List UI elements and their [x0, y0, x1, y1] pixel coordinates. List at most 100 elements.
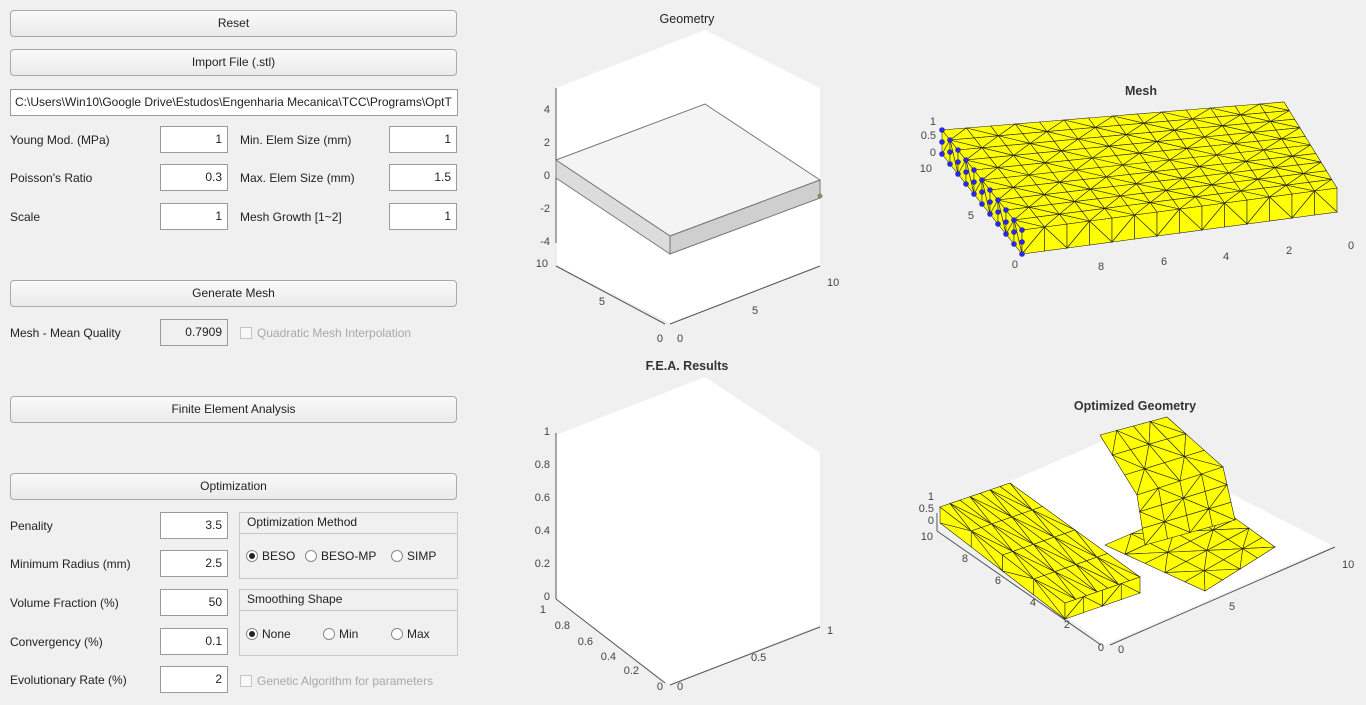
quadratic-mesh-checkbox[interactable]: Quadratic Mesh Interpolation [240, 326, 411, 340]
mesh-side-face [1224, 202, 1248, 228]
max-elem-size-input[interactable]: 1.5 [389, 164, 457, 191]
optimized-front-face [1033, 578, 1066, 620]
radio-simp[interactable]: SIMP [391, 549, 436, 563]
finite-element-analysis-button[interactable]: Finite Element Analysis [10, 396, 457, 423]
fea-results-plot[interactable]: F.E.A. Results 1 0.8 0.6 0.4 0.2 0 1 0.8… [520, 355, 850, 700]
genetic-algorithm-label: Genetic Algorithm for parameters [257, 674, 434, 688]
mesh-top-face [1104, 207, 1135, 219]
plate-corner-marker [817, 193, 823, 199]
x-tick-label: 0 [1348, 240, 1354, 252]
z-tick-label: 2 [544, 137, 550, 149]
optimization-button[interactable]: Optimization [10, 473, 457, 500]
mesh-side-face [1314, 190, 1338, 216]
mesh-growth-input[interactable]: 1 [389, 203, 457, 230]
mesh-title: Mesh [1125, 84, 1157, 98]
z-tick-label: 0.4 [535, 525, 550, 537]
x-tick-label: 2 [1286, 245, 1292, 257]
optimized-corner-face [1203, 568, 1242, 581]
file-path-field[interactable]: C:\Users\Win10\Google Drive\Estudos\Enge… [10, 89, 458, 116]
y-tick-label: 0 [1012, 259, 1018, 271]
minimum-radius-input[interactable]: 2.5 [160, 550, 228, 577]
boundary-node [1003, 207, 1009, 213]
radio-indicator [391, 628, 403, 640]
boundary-node [955, 159, 961, 165]
y-tick-label: 0.4 [601, 651, 616, 663]
min-elem-size-label: Min. Elem Size (mm) [240, 133, 352, 147]
y-tick-label: 1 [540, 604, 546, 616]
boundary-node [1019, 239, 1025, 245]
penality-input[interactable]: 3.5 [160, 512, 228, 539]
x-tick-label: 10 [1342, 559, 1354, 571]
radio-beso-label: BESO [262, 549, 296, 563]
boundary-node [947, 161, 953, 167]
reset-button[interactable]: Reset [10, 10, 457, 37]
optimized-arm-face [1208, 508, 1236, 527]
convergency-label: Convergency (%) [10, 635, 103, 649]
radio-min[interactable]: Min [323, 627, 358, 641]
boundary-node [987, 211, 993, 217]
generate-mesh-button[interactable]: Generate Mesh [10, 280, 457, 307]
radio-selected-indicator [246, 628, 258, 640]
mesh-side-face [1089, 220, 1113, 246]
boundary-node [939, 127, 945, 133]
volume-fraction-input[interactable]: 50 [160, 589, 228, 616]
evolutionary-rate-input[interactable]: 2 [160, 666, 228, 693]
boundary-node [963, 169, 969, 175]
genetic-algorithm-checkbox[interactable]: Genetic Algorithm for parameters [240, 674, 433, 688]
boundary-node [955, 147, 961, 153]
radio-none[interactable]: None [246, 627, 291, 641]
z-tick-label: 0.5 [921, 130, 936, 142]
boundary-node [1011, 217, 1017, 223]
radio-indicator [305, 550, 317, 562]
boundary-node [1011, 229, 1017, 235]
x-tick-label: 10 [827, 277, 839, 289]
boundary-node [971, 191, 977, 197]
z-tick-label: 0.8 [535, 459, 550, 471]
x-tick-label: 4 [1223, 251, 1229, 263]
mesh-surface [941, 101, 1338, 255]
z-tick-label: 0.2 [535, 558, 550, 570]
optimized-side-face [1083, 596, 1104, 613]
mesh-plot[interactable]: Mesh 1 0.5 0 10 5 0 8 6 4 2 0 [912, 80, 1362, 280]
x-axis-line [1109, 546, 1336, 646]
y-tick-label: 10 [920, 163, 932, 175]
y-tick-label: 10 [536, 258, 548, 270]
boundary-node [963, 181, 969, 187]
optimized-corner-face [1241, 546, 1277, 559]
y-tick-label: 6 [995, 575, 1001, 587]
min-elem-size-input[interactable]: 1 [389, 126, 457, 153]
boundary-node [955, 171, 961, 177]
z-tick-label: 0 [928, 515, 934, 527]
x-tick-label: 1 [827, 625, 833, 637]
scale-input[interactable]: 1 [160, 203, 228, 230]
y-tick-label: 10 [921, 531, 933, 543]
checkbox-box [240, 327, 252, 339]
mesh-top-face [1058, 213, 1090, 225]
young-modulus-input[interactable]: 1 [160, 126, 228, 153]
boundary-node [939, 139, 945, 145]
import-file-button[interactable]: Import File (.stl) [10, 49, 457, 76]
optimized-top-face [1054, 571, 1098, 596]
radio-beso[interactable]: BESO [246, 549, 295, 563]
y-tick-label: 0 [657, 333, 663, 345]
geometry-plot[interactable]: Geometry 4 2 0 -2 -4 10 5 0 0 5 10 [520, 8, 850, 353]
mesh-side-face [1269, 196, 1293, 222]
mesh-quality-value: 0.7909 [160, 319, 228, 346]
mesh-top-face [1149, 202, 1180, 213]
boundary-node [1003, 231, 1009, 237]
convergency-input[interactable]: 0.1 [160, 628, 228, 655]
y-tick-label: 2 [1064, 619, 1070, 631]
minimum-radius-label: Minimum Radius (mm) [10, 557, 131, 571]
boundary-node [1019, 227, 1025, 233]
radio-max[interactable]: Max [391, 627, 430, 641]
radio-beso-mp[interactable]: BESO-MP [305, 549, 376, 563]
y-tick-label: 5 [599, 296, 605, 308]
z-tick-label: 0.5 [919, 503, 934, 515]
x-tick-label: 0 [677, 681, 683, 693]
optimized-geometry-plot[interactable]: Optimized Geometry 1 0.5 0 10 8 6 4 2 0 … [905, 395, 1360, 660]
smoothing-shape-title: Smoothing Shape [240, 590, 457, 611]
optimized-top-face [1033, 578, 1077, 604]
poisson-ratio-input[interactable]: 0.3 [160, 164, 228, 191]
optimization-method-panel: Optimization Method [239, 512, 458, 579]
boundary-node [995, 197, 1001, 203]
